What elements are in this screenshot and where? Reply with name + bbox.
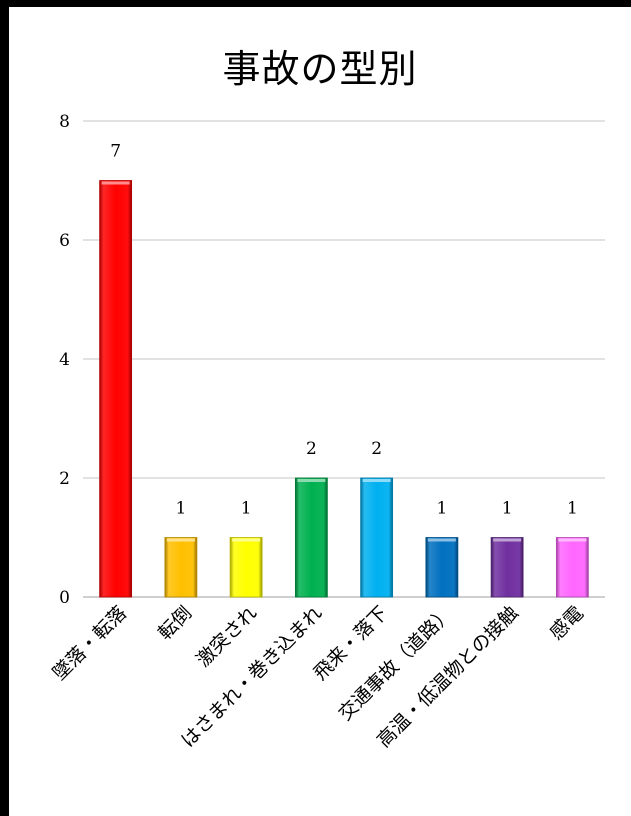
y-tick-label: 2 <box>59 469 70 489</box>
data-label: 1 <box>175 499 186 519</box>
bar <box>229 537 263 598</box>
data-label: 7 <box>110 142 121 162</box>
bar <box>360 477 394 598</box>
bar-highlight <box>493 538 522 542</box>
data-label: 1 <box>502 499 513 519</box>
y-tick-label: 0 <box>59 588 70 608</box>
data-label: 2 <box>371 439 382 459</box>
bar <box>294 477 328 598</box>
bar-highlight <box>362 479 391 482</box>
bar-highlight <box>558 538 587 542</box>
bar <box>99 180 133 598</box>
bar-highlight <box>101 181 130 185</box>
y-tick-label: 6 <box>59 231 70 251</box>
bar-highlight <box>232 538 261 542</box>
chart-title: 事故の型別 <box>222 47 418 91</box>
data-label: 1 <box>436 499 447 519</box>
data-label: 2 <box>306 439 317 459</box>
bar <box>425 537 459 598</box>
bar-highlight <box>297 479 326 482</box>
data-label: 1 <box>567 499 578 519</box>
x-tick-label: 墜落・転落 <box>48 602 131 685</box>
bar <box>490 537 524 598</box>
data-label: 1 <box>241 499 252 519</box>
x-tick-label: 感電 <box>545 602 587 644</box>
x-tick-label: 転倒 <box>154 602 196 644</box>
bar <box>555 537 589 598</box>
y-tick-label: 8 <box>59 112 70 132</box>
bar <box>164 537 198 598</box>
bar-highlight <box>427 538 456 542</box>
bar-highlight <box>166 538 195 542</box>
x-tick-label: 交通事故（道路） <box>334 602 457 725</box>
y-tick-label: 4 <box>59 350 70 370</box>
